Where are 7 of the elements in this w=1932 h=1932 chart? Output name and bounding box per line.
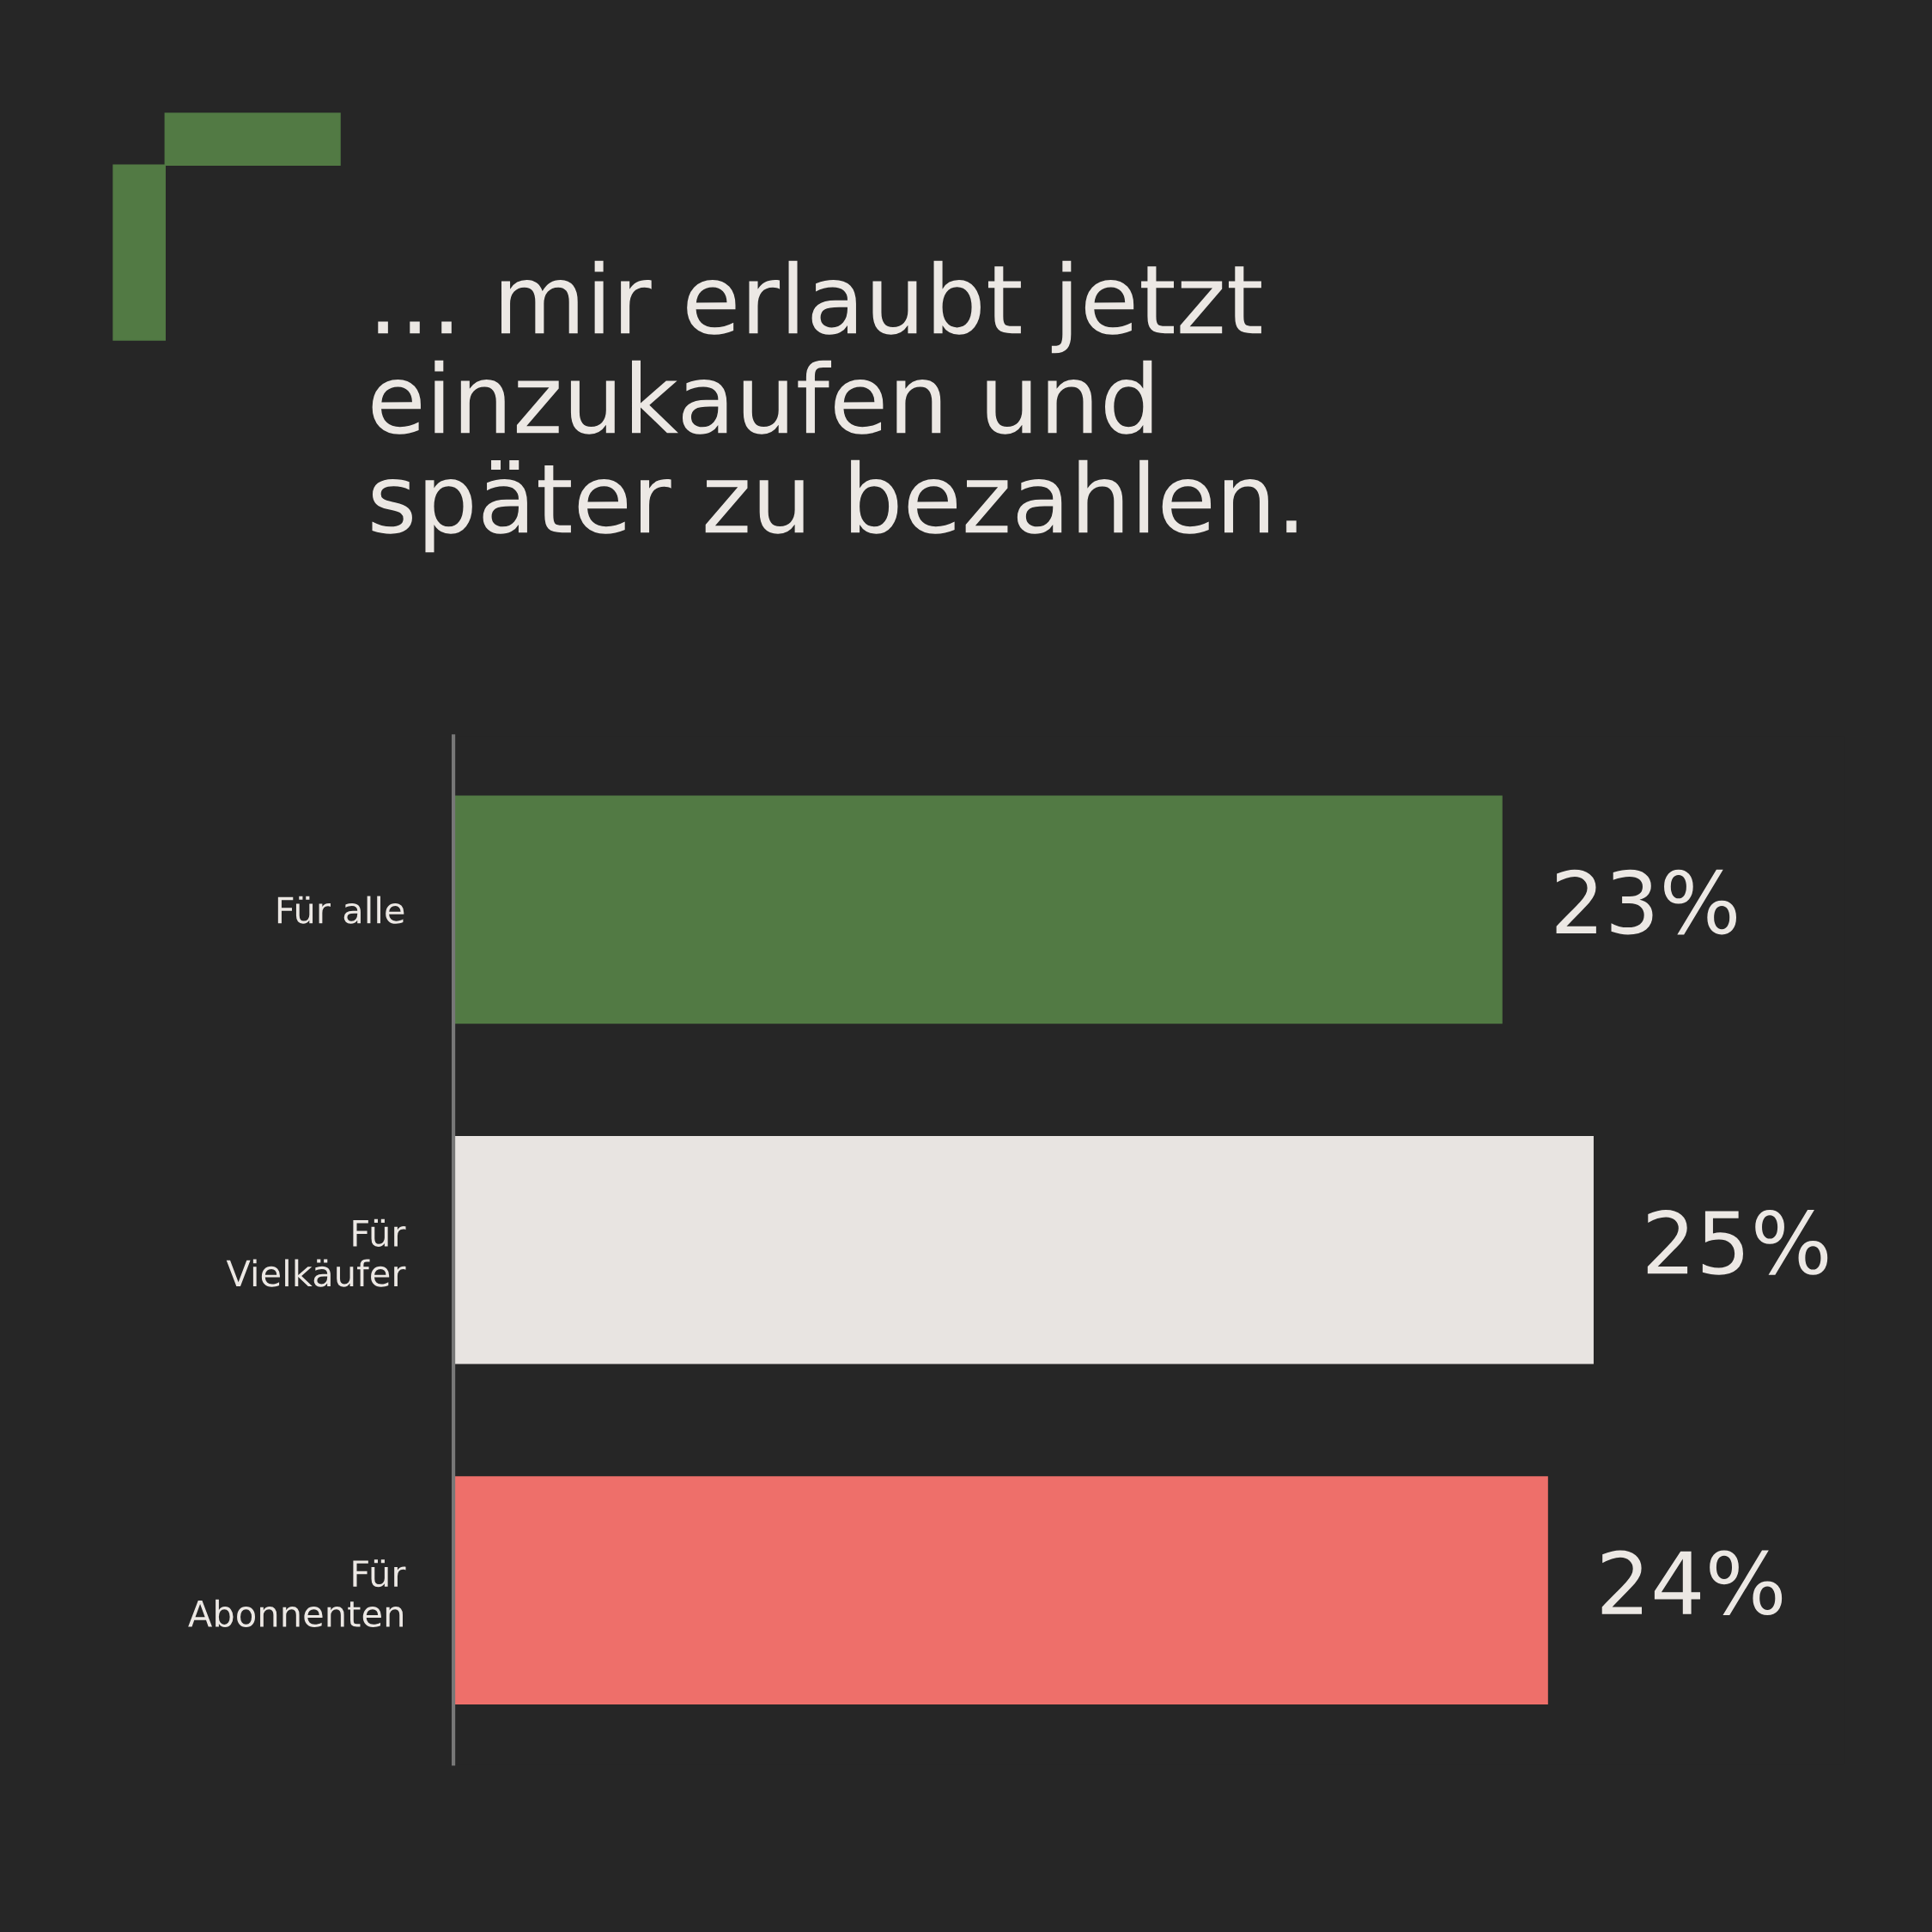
y-tick-label: Für Vielkäufer — [226, 1218, 406, 1287]
y-tick-label: Für alle — [277, 896, 404, 924]
y-tick-label: Für Abonnenten — [188, 1559, 406, 1628]
data-label: 25% — [1647, 1210, 1828, 1275]
chart-title: … mir erlaubt jetzt einzukaufen und später zu bezahlen. — [372, 260, 1297, 553]
data-label: 23% — [1556, 869, 1737, 935]
data-label: 24% — [1601, 1550, 1783, 1616]
